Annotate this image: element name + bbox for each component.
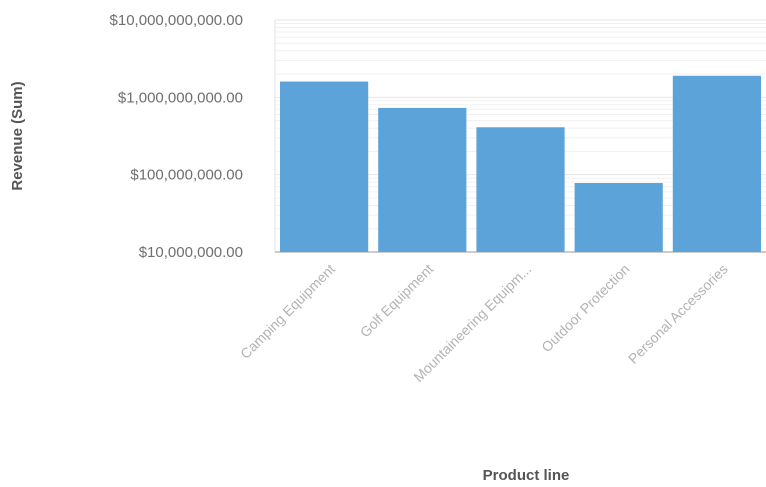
bar[interactable]	[476, 127, 565, 252]
y-tick-label: $100,000,000.00	[130, 167, 243, 184]
x-axis-title: Product line	[483, 467, 570, 484]
x-tick-label: Personal Accessories	[625, 261, 731, 367]
x-tick-label: Outdoor Protection	[538, 261, 632, 355]
bar[interactable]	[378, 107, 467, 252]
bar[interactable]	[280, 81, 369, 252]
bar[interactable]	[672, 75, 761, 252]
x-tick-label: Golf Equipment	[357, 261, 437, 341]
x-tick-label: Camping Equipment	[237, 261, 338, 362]
y-tick-label: $10,000,000.00	[139, 244, 243, 261]
x-axis: Camping Equipment Golf EquipmentMountaine…	[237, 251, 766, 385]
y-tick-label: $1,000,000,000.00	[118, 89, 243, 106]
y-axis-title: Revenue (Sum)	[9, 81, 26, 190]
y-axis: $10,000,000.00 $100,000,000.00 $1,000,000,…	[110, 12, 276, 261]
bars	[280, 75, 761, 252]
y-tick-label: $10,000,000,000.00	[110, 12, 243, 29]
bar[interactable]	[574, 183, 663, 252]
